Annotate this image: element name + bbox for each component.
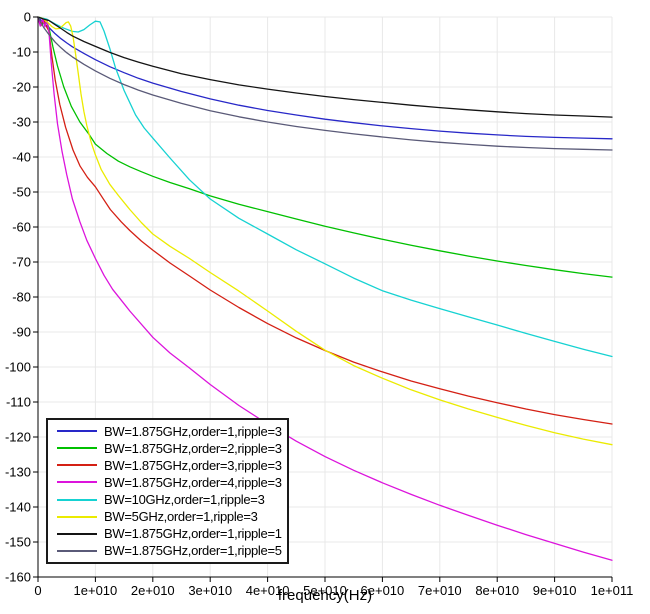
y-tick-label: -80 bbox=[12, 290, 31, 305]
y-tick-label: -160 bbox=[5, 570, 31, 585]
y-tick-label: -120 bbox=[5, 430, 31, 445]
legend-label: BW=10GHz,order=1,ripple=3 bbox=[104, 492, 265, 508]
legend-item: BW=1.875GHz,order=2,ripple=3 bbox=[57, 440, 285, 456]
y-tick-label: -10 bbox=[12, 45, 31, 60]
curve-bw-1-875ghz-order-3-ripple-3 bbox=[37, 16, 613, 425]
x-tick-label: 9e+010 bbox=[533, 583, 577, 598]
y-tick-label: -40 bbox=[12, 150, 31, 165]
legend-item: BW=1.875GHz,order=1,ripple=1 bbox=[57, 526, 285, 542]
legend-item: BW=5GHz,order=1,ripple=3 bbox=[57, 509, 285, 525]
y-tick-label: -30 bbox=[12, 115, 31, 130]
legend-swatch bbox=[57, 549, 97, 552]
legend-label: BW=1.875GHz,order=2,ripple=3 bbox=[104, 440, 282, 456]
y-tick-label: -50 bbox=[12, 185, 31, 200]
x-tick-label: 2e+010 bbox=[131, 583, 175, 598]
legend-label: BW=1.875GHz,order=4,ripple=3 bbox=[104, 474, 282, 490]
x-tick-label: 6e+010 bbox=[361, 583, 405, 598]
x-tick-label: 1e+011 bbox=[591, 583, 634, 598]
curve-bw-5ghz-order-1-ripple-3 bbox=[37, 16, 613, 446]
y-tick-label: -100 bbox=[5, 360, 31, 375]
x-tick-label: 5e+010 bbox=[303, 583, 347, 598]
curve-bw-1-875ghz-order-1-ripple-1 bbox=[37, 16, 613, 118]
legend-label: BW=1.875GHz,order=1,ripple=1 bbox=[104, 526, 282, 542]
x-tick-label: 8e+010 bbox=[475, 583, 519, 598]
curve-bw-10ghz-order-1-ripple-3 bbox=[37, 16, 613, 358]
legend: BW=1.875GHz,order=1,ripple=3 BW=1.875GHz,… bbox=[46, 418, 289, 564]
legend-label: BW=1.875GHz,order=1,ripple=5 bbox=[104, 543, 282, 559]
y-tick-label: -20 bbox=[12, 80, 31, 95]
legend-item: BW=1.875GHz,order=1,ripple=3 bbox=[57, 423, 285, 439]
y-tick-label: -90 bbox=[12, 325, 31, 340]
x-tick-label: 4e+010 bbox=[246, 583, 290, 598]
y-tick-label: -70 bbox=[12, 255, 31, 270]
legend-swatch bbox=[57, 447, 97, 450]
legend-swatch bbox=[57, 532, 97, 535]
curve-bw-1-875ghz-order-4-ripple-3 bbox=[37, 17, 613, 561]
legend-swatch bbox=[57, 430, 97, 433]
x-tick-label: 7e+010 bbox=[418, 583, 462, 598]
legend-item: BW=1.875GHz,order=4,ripple=3 bbox=[57, 474, 285, 490]
legend-label: BW=1.875GHz,order=1,ripple=3 bbox=[104, 423, 282, 439]
legend-swatch bbox=[57, 515, 97, 518]
legend-swatch bbox=[57, 498, 97, 501]
legend-item: BW=1.875GHz,order=3,ripple=3 bbox=[57, 457, 285, 473]
curve-bw-1-875ghz-order-1-ripple-3 bbox=[37, 16, 613, 140]
y-tick-label: -150 bbox=[5, 535, 31, 550]
y-tick-label: -110 bbox=[6, 395, 31, 410]
curve-bw-1-875ghz-order-1-ripple-5 bbox=[37, 16, 613, 151]
x-tick-label: 3e+010 bbox=[188, 583, 232, 598]
y-tick-label: -130 bbox=[5, 465, 31, 480]
legend-swatch bbox=[57, 464, 97, 467]
y-tick-label: -140 bbox=[5, 500, 31, 515]
legend-item: BW=1.875GHz,order=1,ripple=5 bbox=[57, 543, 285, 559]
y-tick-label: -60 bbox=[12, 220, 31, 235]
x-tick-label: 1e+010 bbox=[74, 583, 118, 598]
y-tick-label: 0 bbox=[24, 10, 31, 25]
legend-item: BW=10GHz,order=1,ripple=3 bbox=[57, 492, 285, 508]
x-axis-title: frequency(Hz) bbox=[277, 587, 373, 604]
legend-label: BW=5GHz,order=1,ripple=3 bbox=[104, 509, 258, 525]
legend-label: BW=1.875GHz,order=3,ripple=3 bbox=[104, 457, 282, 473]
curve-bw-1-875ghz-order-2-ripple-3 bbox=[37, 16, 613, 278]
legend-swatch bbox=[57, 481, 97, 484]
x-tick-label: 0 bbox=[34, 583, 41, 598]
